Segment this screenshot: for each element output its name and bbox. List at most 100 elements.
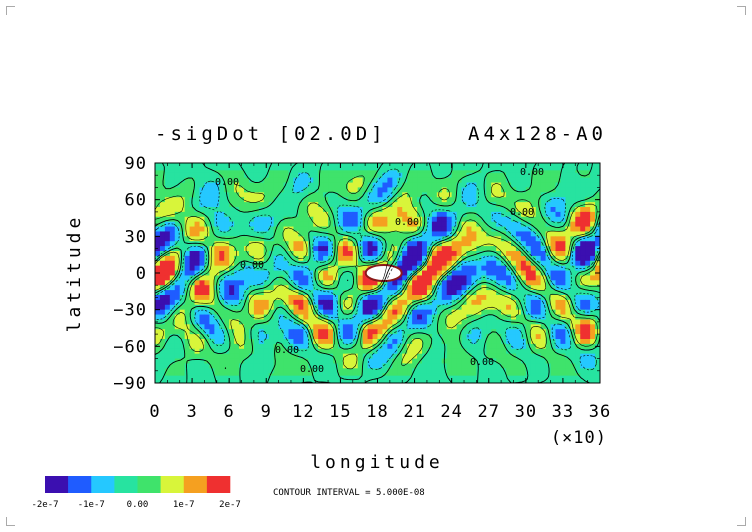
heatmap-cell — [303, 309, 309, 316]
heatmap-cell — [258, 368, 265, 374]
heatmap-cell — [273, 319, 280, 325]
heatmap-cell — [328, 260, 334, 267]
heatmap-cell — [347, 290, 354, 296]
heatmap-cell — [308, 172, 314, 179]
heatmap-cell — [204, 290, 210, 296]
heatmap-cell — [268, 211, 275, 218]
heatmap-cell — [540, 348, 547, 355]
heatmap-cell — [244, 211, 250, 218]
heatmap-cell — [313, 241, 319, 247]
heatmap-cell — [174, 260, 181, 267]
heatmap-cell — [501, 177, 507, 184]
heatmap-cell — [323, 182, 329, 189]
heatmap-cell — [595, 182, 600, 189]
heatmap-cell — [520, 280, 527, 286]
heatmap-cell — [392, 304, 398, 311]
heatmap-cell — [431, 348, 438, 355]
heatmap-cell — [224, 207, 230, 213]
heatmap-cell — [402, 280, 408, 286]
heatmap-cell — [253, 299, 260, 306]
heatmap-cell — [159, 207, 166, 213]
heatmap-cell — [540, 167, 547, 174]
heatmap-cell — [169, 226, 176, 233]
heatmap-cell — [471, 358, 477, 365]
heatmap-cell — [263, 314, 270, 321]
heatmap-cell — [545, 216, 552, 223]
heatmap-cell — [555, 251, 562, 257]
heatmap-cell — [209, 329, 215, 335]
heatmap-cell — [466, 363, 473, 369]
heatmap-cell — [214, 309, 220, 316]
heatmap-cell — [372, 207, 379, 213]
heatmap-cell — [278, 348, 285, 355]
heatmap-cell — [229, 167, 235, 174]
heatmap-cell — [184, 211, 191, 218]
heatmap-cell — [283, 280, 290, 286]
heatmap-cell — [402, 358, 408, 365]
heatmap-cell — [367, 280, 374, 286]
heatmap-cell — [219, 187, 225, 193]
heatmap-cell — [155, 260, 161, 267]
heatmap-cell — [570, 197, 576, 203]
heatmap-cell — [515, 241, 522, 247]
heatmap-cell — [540, 285, 547, 291]
heatmap-cell — [258, 329, 265, 335]
heatmap-cell — [402, 197, 408, 203]
heatmap-cell — [293, 216, 299, 223]
heatmap-cell — [515, 280, 522, 286]
heatmap-cell — [204, 236, 210, 242]
heatmap-cell — [362, 348, 369, 355]
heatmap-cell — [298, 167, 304, 174]
heatmap-cell — [372, 221, 379, 228]
heatmap-cell — [436, 172, 443, 179]
heatmap-cell — [451, 343, 458, 350]
heatmap-cell — [590, 211, 596, 218]
heatmap-cell — [337, 226, 344, 233]
heatmap-cell — [367, 343, 374, 350]
heatmap-cell — [184, 329, 191, 335]
heatmap-cell — [550, 270, 557, 277]
heatmap-cell — [347, 329, 354, 335]
heatmap-cell — [456, 339, 463, 345]
heatmap-cell — [412, 358, 418, 365]
heatmap-cell — [590, 216, 596, 223]
heatmap-cell — [515, 255, 522, 262]
heatmap-cell — [456, 265, 463, 272]
heatmap-cell — [387, 339, 393, 345]
heatmap-cell — [318, 275, 324, 281]
heatmap-cell — [214, 221, 220, 228]
heatmap-cell — [169, 348, 176, 355]
heatmap-cell — [535, 368, 542, 374]
heatmap-cell — [387, 290, 393, 296]
heatmap-cell — [253, 343, 260, 350]
heatmap-cell — [342, 226, 349, 233]
heatmap-cell — [585, 187, 591, 193]
heatmap-cell — [263, 324, 270, 330]
heatmap-cell — [263, 285, 270, 291]
heatmap-cell — [318, 167, 324, 174]
heatmap-cell — [426, 270, 433, 277]
heatmap-cell — [441, 231, 448, 237]
heatmap-cell — [298, 353, 304, 360]
heatmap-cell — [268, 343, 275, 350]
heatmap-cell — [446, 260, 453, 267]
heatmap-cell — [397, 211, 403, 218]
heatmap-cell — [362, 265, 369, 272]
heatmap-cell — [342, 167, 349, 174]
heatmap-cell — [169, 187, 176, 193]
heatmap-cell — [397, 241, 403, 247]
heatmap-cell — [456, 368, 463, 374]
heatmap-cell — [209, 241, 215, 247]
heatmap-cell — [595, 216, 600, 223]
heatmap-cell — [590, 265, 596, 272]
heatmap-cell — [258, 270, 265, 277]
heatmap-cell — [342, 265, 349, 272]
heatmap-cell — [496, 231, 502, 237]
heatmap-cell — [273, 280, 280, 286]
heatmap-cell — [248, 280, 255, 286]
heatmap-cell — [431, 339, 438, 345]
heatmap-cell — [530, 363, 537, 369]
heatmap-cell — [214, 231, 220, 237]
heatmap-cell — [565, 304, 571, 311]
heatmap-cell — [288, 182, 295, 189]
